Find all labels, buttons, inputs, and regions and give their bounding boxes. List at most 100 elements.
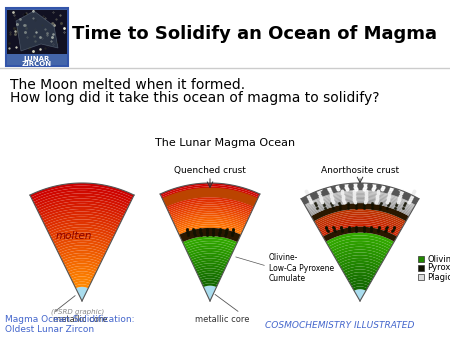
Polygon shape bbox=[70, 274, 94, 279]
Polygon shape bbox=[32, 188, 132, 202]
Text: The Lunar Magma Ocean: The Lunar Magma Ocean bbox=[155, 138, 295, 148]
Polygon shape bbox=[338, 258, 382, 266]
Polygon shape bbox=[350, 281, 370, 286]
Polygon shape bbox=[41, 209, 122, 221]
Polygon shape bbox=[48, 224, 116, 235]
Polygon shape bbox=[196, 268, 224, 274]
Text: Olivine-
Low-Ca Pyroxene
Cumulate: Olivine- Low-Ca Pyroxene Cumulate bbox=[269, 253, 334, 283]
Polygon shape bbox=[50, 230, 113, 239]
Polygon shape bbox=[47, 222, 117, 233]
Polygon shape bbox=[30, 183, 134, 197]
Polygon shape bbox=[323, 227, 397, 242]
Text: Pyroxene: Pyroxene bbox=[427, 264, 450, 272]
Polygon shape bbox=[50, 227, 115, 237]
Polygon shape bbox=[31, 186, 133, 200]
Polygon shape bbox=[200, 278, 220, 283]
Polygon shape bbox=[53, 235, 111, 244]
Polygon shape bbox=[60, 250, 104, 258]
Text: Anorthosite crust: Anorthosite crust bbox=[321, 166, 399, 175]
Polygon shape bbox=[163, 190, 257, 202]
Polygon shape bbox=[337, 255, 383, 264]
Polygon shape bbox=[184, 239, 236, 247]
Polygon shape bbox=[190, 254, 230, 260]
Polygon shape bbox=[54, 238, 110, 246]
Polygon shape bbox=[174, 215, 246, 225]
Polygon shape bbox=[306, 193, 414, 208]
Polygon shape bbox=[320, 220, 400, 232]
Text: molten: molten bbox=[56, 231, 92, 241]
Polygon shape bbox=[173, 214, 247, 223]
Polygon shape bbox=[35, 193, 130, 207]
Polygon shape bbox=[56, 243, 108, 251]
Polygon shape bbox=[38, 201, 126, 214]
Polygon shape bbox=[344, 269, 376, 276]
Polygon shape bbox=[44, 214, 120, 225]
Polygon shape bbox=[175, 217, 245, 226]
Polygon shape bbox=[319, 218, 401, 231]
Polygon shape bbox=[168, 201, 252, 212]
Polygon shape bbox=[315, 211, 405, 224]
Polygon shape bbox=[165, 194, 255, 206]
FancyBboxPatch shape bbox=[7, 10, 67, 54]
Bar bbox=[418, 265, 424, 271]
Polygon shape bbox=[61, 253, 103, 260]
Polygon shape bbox=[191, 256, 229, 262]
FancyBboxPatch shape bbox=[6, 8, 68, 66]
Polygon shape bbox=[336, 252, 384, 261]
Polygon shape bbox=[326, 233, 394, 244]
Polygon shape bbox=[310, 202, 410, 216]
Polygon shape bbox=[322, 225, 398, 237]
Polygon shape bbox=[179, 228, 241, 242]
Polygon shape bbox=[353, 286, 367, 291]
Text: (PSRD graphic): (PSRD graphic) bbox=[51, 309, 104, 315]
Polygon shape bbox=[171, 210, 248, 220]
Polygon shape bbox=[65, 264, 99, 270]
Polygon shape bbox=[307, 195, 413, 211]
Polygon shape bbox=[76, 287, 88, 301]
Polygon shape bbox=[178, 224, 243, 233]
Polygon shape bbox=[184, 241, 235, 249]
Polygon shape bbox=[308, 197, 412, 212]
Polygon shape bbox=[67, 266, 97, 272]
Polygon shape bbox=[309, 198, 411, 213]
Polygon shape bbox=[199, 276, 220, 280]
Polygon shape bbox=[351, 284, 369, 288]
Text: COSMOCHEMISTRY ILLUSTRATED: COSMOCHEMISTRY ILLUSTRATED bbox=[266, 320, 415, 330]
Text: LUNAR: LUNAR bbox=[24, 56, 50, 62]
Polygon shape bbox=[186, 244, 234, 251]
Polygon shape bbox=[58, 248, 105, 256]
Polygon shape bbox=[171, 208, 249, 218]
Polygon shape bbox=[330, 241, 390, 251]
Polygon shape bbox=[192, 259, 228, 265]
Polygon shape bbox=[332, 244, 388, 254]
Polygon shape bbox=[168, 203, 252, 214]
Bar bbox=[418, 274, 424, 280]
Polygon shape bbox=[72, 279, 92, 284]
Polygon shape bbox=[36, 196, 128, 209]
Polygon shape bbox=[16, 11, 58, 51]
Text: Plagioclase: Plagioclase bbox=[427, 272, 450, 282]
Text: Oldest Lunar Zircon: Oldest Lunar Zircon bbox=[5, 324, 94, 334]
Polygon shape bbox=[316, 213, 404, 226]
Polygon shape bbox=[177, 222, 243, 232]
Polygon shape bbox=[162, 188, 257, 200]
Polygon shape bbox=[317, 214, 403, 227]
Polygon shape bbox=[342, 264, 378, 271]
Polygon shape bbox=[162, 187, 258, 199]
Polygon shape bbox=[198, 273, 222, 278]
Polygon shape bbox=[343, 267, 377, 273]
Polygon shape bbox=[347, 275, 373, 281]
Polygon shape bbox=[58, 245, 107, 254]
Polygon shape bbox=[166, 197, 254, 209]
Text: Olivine: Olivine bbox=[427, 255, 450, 264]
Polygon shape bbox=[73, 282, 90, 286]
Polygon shape bbox=[188, 248, 232, 256]
Polygon shape bbox=[318, 216, 402, 229]
Text: How long did it take this ocean of magma to solidify?: How long did it take this ocean of magma… bbox=[10, 91, 379, 105]
Polygon shape bbox=[64, 261, 100, 267]
Polygon shape bbox=[183, 236, 238, 244]
Polygon shape bbox=[63, 258, 101, 265]
Polygon shape bbox=[167, 199, 253, 210]
Polygon shape bbox=[69, 271, 95, 276]
Polygon shape bbox=[43, 212, 122, 223]
